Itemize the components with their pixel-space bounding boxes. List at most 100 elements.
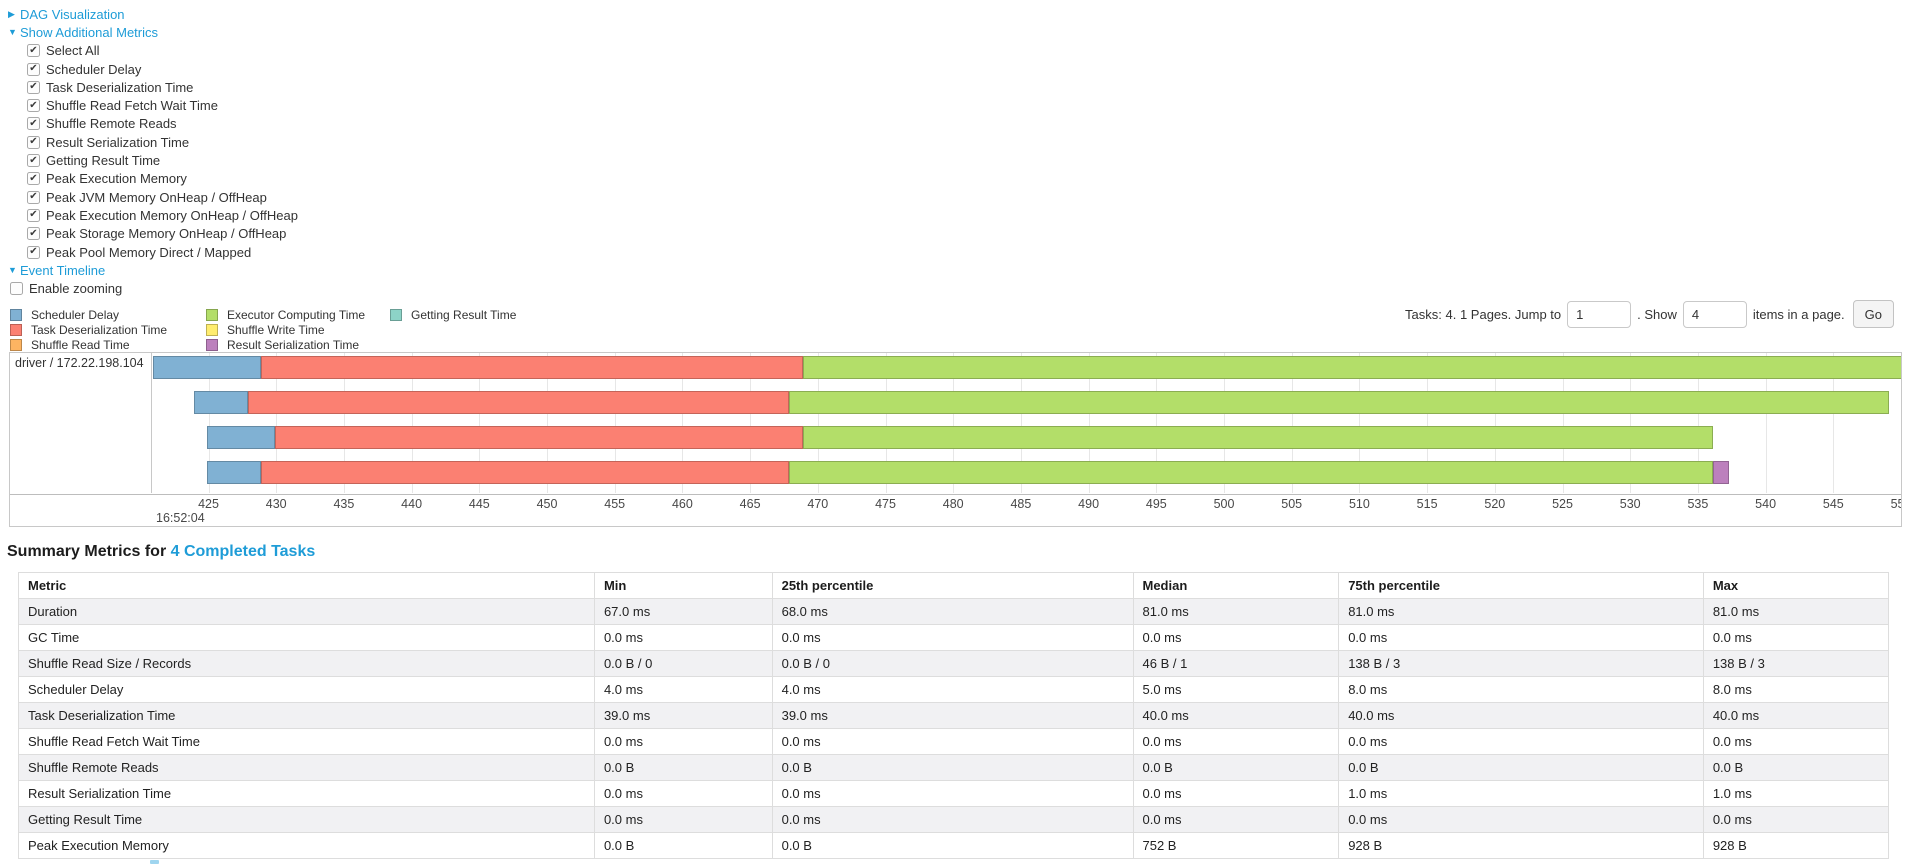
checkbox-checked-icon[interactable]: ✔ (27, 99, 40, 113)
timeline-tick-label: 450 (536, 497, 558, 511)
legend-label: Shuffle Write Time (227, 323, 325, 338)
timeline-tick-label: 470 (807, 497, 829, 511)
timeline-tick-label: 495 (1145, 497, 1167, 511)
timeline-axis-line (10, 494, 1901, 495)
metric-checkbox-row[interactable]: ✔ Peak Execution Memory OnHeap / OffHeap (27, 206, 298, 224)
table-row: Result Serialization Time 0.0 ms 0.0 ms 0.0… (18, 780, 1890, 807)
checkbox-checked-icon[interactable]: ✔ (27, 227, 40, 241)
metric-name-cell: Shuffle Read Fetch Wait Time (18, 728, 595, 755)
timeline-gridline (1359, 353, 1361, 493)
timeline-gridline (1156, 353, 1158, 493)
metric-value-cell: 0.0 B (771, 754, 1134, 781)
executor-group-label: driver / 172.22.198.104 (10, 353, 152, 493)
metric-checkbox-row[interactable]: ✔ Getting Result Time (27, 151, 298, 169)
pagination-suffix-label: items in a page. (1752, 306, 1845, 322)
metric-value-cell: 928 B (1702, 832, 1890, 859)
completed-tasks-link[interactable]: 4 Completed Tasks (170, 543, 316, 560)
checkbox-checked-icon[interactable]: ✔ (27, 172, 40, 186)
checkbox-checked-icon[interactable]: ✔ (27, 154, 40, 168)
checkbox-checked-icon[interactable]: ✔ (27, 190, 40, 204)
metric-name-cell: Shuffle Remote Reads (18, 754, 595, 781)
task-bar-segment-scheduler-delay[interactable] (207, 426, 275, 449)
metric-value-cell: 67.0 ms (593, 598, 773, 625)
legend-item: Result Serialization Time (206, 338, 390, 353)
dag-visualization-link[interactable]: DAG Visualization (20, 6, 125, 22)
timeline-tick-label: 520 (1484, 497, 1506, 511)
legend-label: Executor Computing Time (227, 308, 366, 323)
timeline-tick-label: 445 (468, 497, 490, 511)
task-bar-segment-executor-computing[interactable] (802, 426, 1713, 449)
metric-value-cell: 0.0 ms (593, 806, 773, 833)
task-bar-segment-task-deserialization[interactable] (261, 461, 790, 484)
metric-checkbox-row[interactable]: ✔ Peak Storage Memory OnHeap / OffHeap (27, 225, 298, 243)
checkbox-checked-icon[interactable]: ✔ (27, 44, 40, 58)
task-bar-segment-task-deserialization[interactable] (274, 426, 803, 449)
table-header-row: Metric Min 25th percentile Median 75th perce… (18, 572, 1890, 599)
checkbox-checked-icon[interactable]: ✔ (27, 80, 40, 94)
metric-checkbox-row[interactable]: ✔ Select All (27, 42, 298, 60)
metric-name-cell: Duration (18, 598, 595, 625)
metric-name-cell: Result Serialization Time (18, 780, 595, 807)
timeline-axis: 16:52:04 425 430 435 440 445 450 455 460 465 470 4… (153, 494, 1901, 526)
metric-value-cell: 752 B (1132, 832, 1340, 859)
checkbox-checked-icon[interactable]: ✔ (27, 245, 40, 259)
table-row: Shuffle Read Size / Records 0.0 B / 0 0.0 … (18, 650, 1890, 677)
metric-checkbox-row[interactable]: ✔ Task Deserialization Time (27, 78, 298, 96)
metric-checkbox-row[interactable]: ✔ Result Serialization Time (27, 133, 298, 151)
metric-value-cell: 0.0 B (1132, 754, 1340, 781)
timeline-tick-label: 425 (198, 497, 219, 511)
legend-item: Getting Result Time (390, 308, 516, 323)
metric-checkbox-row[interactable]: ✔ Peak Execution Memory (27, 170, 298, 188)
show-additional-metrics-link[interactable]: Show Additional Metrics (20, 24, 159, 40)
go-button[interactable]: Go (1852, 300, 1894, 328)
metric-checkbox-row[interactable]: ✔ Scheduler Delay (27, 60, 298, 78)
metric-value-cell: 40.0 ms (1132, 702, 1340, 729)
metric-checkbox-label: Shuffle Read Fetch Wait Time (46, 98, 218, 114)
task-bar-segment-result-serialization[interactable] (1712, 461, 1730, 484)
metric-value-cell: 81.0 ms (1338, 598, 1704, 625)
checkbox-checked-icon[interactable]: ✔ (27, 208, 40, 222)
table-row: Shuffle Remote Reads 0.0 B 0.0 B 0.0 B 0.0 B… (18, 754, 1890, 781)
summary-metrics-heading: Summary Metrics for 4 Completed Tasks (7, 543, 315, 561)
metric-value-cell: 39.0 ms (771, 702, 1134, 729)
legend-item: Shuffle Write Time (206, 323, 390, 338)
metric-checkbox-row[interactable]: ✔ Shuffle Remote Reads (27, 115, 298, 133)
expanded-arrow-icon: ▼ (8, 27, 17, 38)
legend-label: Task Deserialization Time (31, 323, 168, 338)
task-bar-segment-scheduler-delay[interactable] (207, 461, 262, 484)
metric-checkbox-row[interactable]: ✔ Peak Pool Memory Direct / Mapped (27, 243, 298, 261)
task-bar-segment-scheduler-delay[interactable] (153, 356, 262, 379)
timeline-tick-label: 440 (401, 497, 423, 511)
pagination-prefix-label: Tasks: 4. 1 Pages. Jump to (1405, 306, 1562, 322)
metric-value-cell: 0.0 B (1338, 754, 1704, 781)
metric-value-cell: 0.0 ms (771, 624, 1134, 651)
metric-checkbox-label: Task Deserialization Time (46, 79, 194, 95)
legend-item: Executor Computing Time (206, 308, 390, 323)
task-bar-segment-executor-computing[interactable] (789, 461, 1713, 484)
metric-checkbox-row[interactable]: ✔ Peak JVM Memory OnHeap / OffHeap (27, 188, 298, 206)
timeline-tick-label: 460 (671, 497, 693, 511)
task-bar-segment-executor-computing[interactable] (802, 356, 1901, 379)
legend-swatch-icon (206, 309, 218, 322)
table-row: Peak Execution Memory 0.0 B 0.0 B 752 B 928 … (18, 832, 1890, 859)
table-header-cell: Min (593, 572, 773, 599)
metric-value-cell: 0.0 ms (593, 780, 773, 807)
checkbox-checked-icon[interactable]: ✔ (27, 135, 40, 149)
timeline-gridline (276, 353, 278, 493)
task-bar-segment-task-deserialization[interactable] (261, 356, 803, 379)
jump-to-page-input[interactable] (1567, 300, 1632, 328)
task-bar-segment-executor-computing[interactable] (789, 391, 1889, 414)
checkbox-checked-icon[interactable]: ✔ (27, 62, 40, 76)
checkbox-checked-icon[interactable]: ✔ (27, 117, 40, 131)
enable-zooming-checkbox[interactable]: Enable zooming (10, 279, 298, 297)
items-per-page-input[interactable] (1682, 300, 1747, 328)
task-bar-segment-scheduler-delay[interactable] (193, 391, 248, 414)
metric-checkbox-row[interactable]: ✔ Shuffle Read Fetch Wait Time (27, 96, 298, 114)
metric-value-cell: 0.0 ms (1132, 728, 1340, 755)
metric-checkbox-label: Peak Storage Memory OnHeap / OffHeap (46, 226, 287, 242)
timeline-plot-area[interactable] (153, 353, 1901, 493)
task-bar-segment-task-deserialization[interactable] (247, 391, 790, 414)
checkbox-unchecked-icon[interactable] (10, 282, 23, 296)
event-timeline-link[interactable]: Event Timeline (20, 262, 106, 278)
table-header-cell: 75th percentile (1338, 572, 1704, 599)
